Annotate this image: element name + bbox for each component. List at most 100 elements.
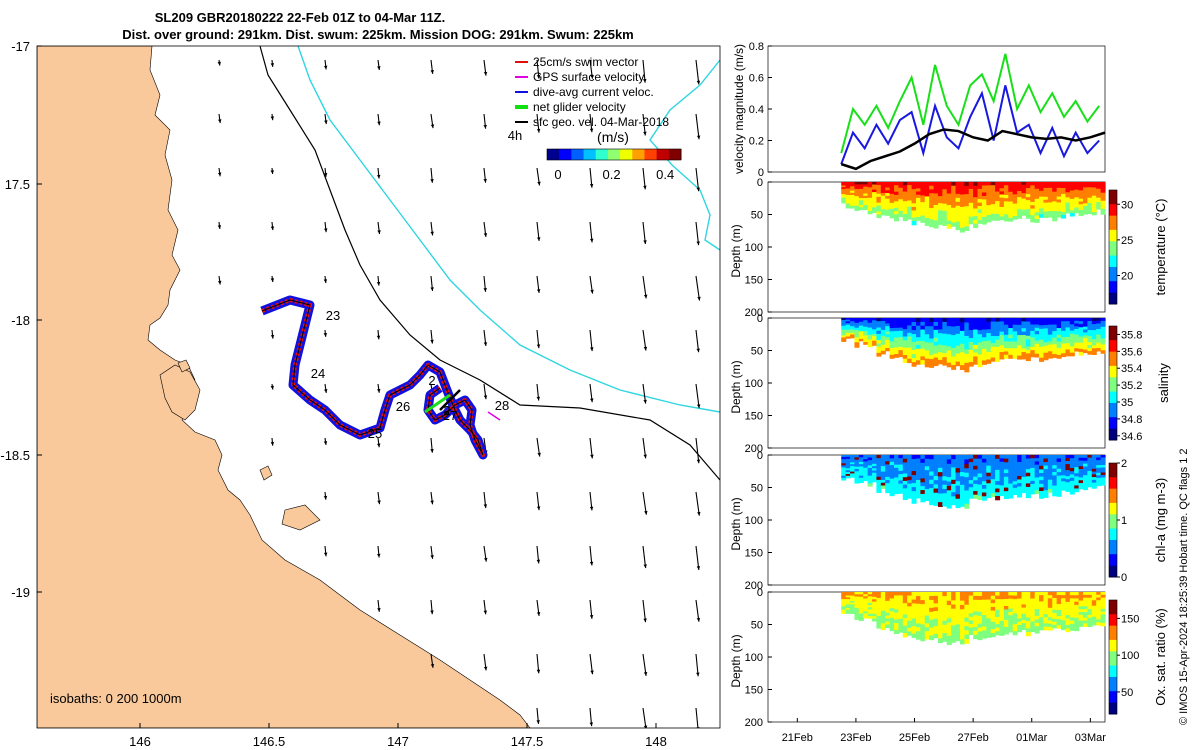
imos-credit: © IMOS 15-Apr-2024 18:25:39 Hobart time.…	[1178, 448, 1190, 725]
depth-cell	[1021, 321, 1027, 326]
depth-cell	[999, 465, 1005, 470]
depth-cell	[951, 629, 957, 635]
depth-cell	[1069, 487, 1075, 492]
depth-cell	[850, 611, 856, 614]
depth-cell	[959, 592, 965, 597]
depth-cell	[937, 480, 943, 486]
depth-cell	[858, 459, 864, 463]
depth-cell	[894, 324, 900, 329]
depth-cell	[1069, 601, 1075, 606]
depth-cell	[1017, 618, 1023, 623]
lat-tick-label: -18.5	[0, 448, 30, 463]
depth-cell	[995, 191, 1001, 196]
depth-cell	[1083, 206, 1089, 210]
depth-cell	[1100, 184, 1106, 188]
depth-cell	[880, 620, 886, 624]
depth-cell	[986, 215, 992, 220]
depth-cell	[981, 488, 987, 494]
depth-cell	[863, 592, 869, 595]
depth-cell	[1008, 625, 1014, 630]
depth-cell	[920, 486, 926, 491]
depth-cell	[850, 203, 856, 207]
depth-cell	[1052, 327, 1058, 332]
depth-cell	[907, 455, 913, 460]
depth-cell	[907, 355, 913, 360]
depth-cell	[1100, 597, 1106, 602]
velocity-arrowhead	[430, 124, 435, 129]
depth-cell	[854, 203, 860, 207]
depth-cell	[1034, 626, 1040, 631]
depth-cell	[1087, 460, 1093, 464]
depth-cell	[880, 460, 886, 464]
depth-cell	[942, 329, 948, 335]
depth-cell	[955, 498, 961, 504]
depth-cell	[981, 618, 987, 624]
time-tick-label: 21Feb	[782, 732, 813, 744]
depth-cell	[920, 470, 926, 476]
depth-cell	[841, 593, 847, 597]
depth-cell	[1091, 198, 1097, 202]
depth-cell	[1012, 474, 1018, 479]
depth-cell	[1030, 218, 1036, 223]
depth-cell	[898, 489, 904, 494]
depth-cell	[911, 491, 917, 496]
depth-cell	[1065, 207, 1071, 211]
depth-cell	[1078, 620, 1084, 625]
depth-cell	[889, 318, 895, 322]
depth-cell	[942, 192, 948, 198]
depth-cell	[937, 484, 943, 490]
depth-cell	[1043, 479, 1049, 484]
depth-cell	[1047, 211, 1053, 215]
colorbar-segment	[1109, 708, 1117, 712]
depth-cell	[1083, 617, 1089, 622]
depth-cell	[1030, 215, 1036, 220]
depth-cell	[924, 619, 930, 624]
depth-cell	[933, 611, 939, 616]
depth-cell	[1017, 605, 1023, 610]
depth-cell	[1083, 198, 1089, 202]
depth-cell	[1025, 215, 1031, 219]
depth-cell	[1034, 605, 1040, 610]
depth-cell	[986, 595, 992, 601]
depth-cell	[999, 338, 1005, 343]
depth-cell	[981, 492, 987, 497]
depth-cell	[999, 458, 1005, 463]
depth-cell	[854, 614, 860, 618]
depth-cell	[898, 193, 904, 198]
depth-cell	[964, 340, 970, 346]
depth-cell	[973, 185, 979, 191]
gps-surface-velocity	[487, 411, 501, 421]
depth-cell	[990, 325, 996, 330]
depth-cell	[850, 464, 856, 467]
depth-cell	[911, 607, 917, 612]
depth-cell	[981, 216, 987, 222]
depth-cell	[902, 484, 908, 489]
depth-cell	[977, 206, 983, 211]
velocity-arrow	[695, 437, 700, 464]
depth-cell	[898, 470, 904, 475]
velocity-arrow	[695, 491, 700, 516]
depth-cell	[942, 353, 948, 358]
velocity-arrowhead	[430, 610, 434, 615]
depth-cell	[854, 193, 860, 197]
depth-ylabel: Depth (m)	[729, 497, 743, 550]
depth-cell	[981, 182, 987, 187]
colorbar-segment	[1109, 520, 1117, 524]
depth-cell	[1096, 455, 1102, 459]
depth-cell	[854, 330, 860, 334]
depth-cell	[880, 623, 886, 628]
colorbar-segment	[1109, 465, 1117, 470]
depth-ytick-label: 0	[757, 177, 763, 189]
depth-cell	[907, 476, 913, 481]
depth-cell	[981, 337, 987, 342]
depth-cell	[990, 210, 996, 215]
depth-cell	[894, 461, 900, 466]
velocity-arrowhead	[430, 70, 434, 74]
velocity-arrowhead	[270, 441, 275, 446]
depth-cell	[1034, 455, 1040, 459]
depth-cell	[898, 350, 904, 354]
depth-cell	[973, 615, 979, 620]
depth-cell	[968, 338, 974, 343]
depth-cell	[920, 356, 926, 361]
depth-cell	[850, 205, 856, 209]
